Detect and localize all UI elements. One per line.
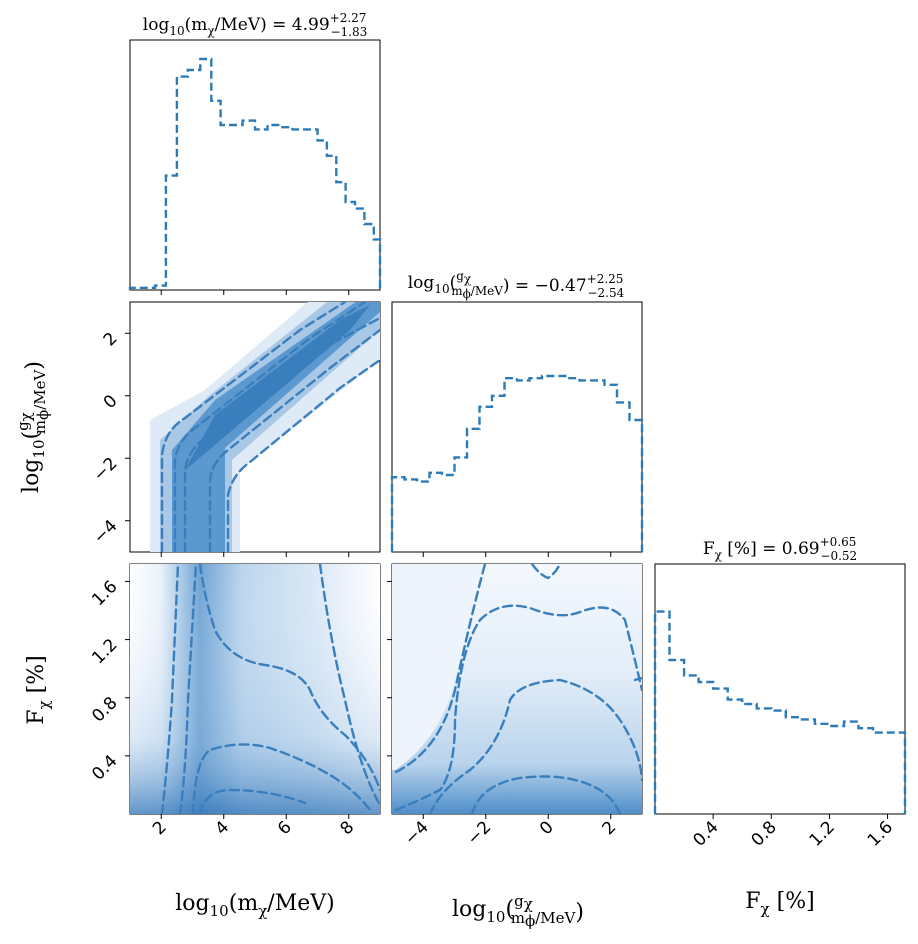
density-2d-gchi-vs-mchi <box>150 302 380 552</box>
contour-2d-21-3 <box>394 604 642 812</box>
title-mchi: log10(mχ/MeV) = 4.99+2.27 −1.83 <box>143 11 367 39</box>
contour-2d-21-6 <box>633 676 642 682</box>
density-band-inner <box>172 302 380 552</box>
histogram-step-F_chi <box>653 610 907 814</box>
scatter-region-21 <box>392 564 485 770</box>
contour-2d-20-4 <box>191 743 372 814</box>
ylabel-fchi: Fχ [%] <box>24 655 53 724</box>
contour-2d-20-5 <box>198 788 307 814</box>
panel-hist-fchi <box>654 563 906 815</box>
density-2d-fchi-vs-mchi <box>130 564 380 814</box>
ytick-label-2-1: 0.8 <box>88 693 121 726</box>
panel-2d-gchi-vs-mchi <box>129 301 381 553</box>
contour-2d-21-5 <box>470 775 622 814</box>
title-gchi: log10(gχ mϕ/MeV) = −0.47+2.25 −2.54 <box>408 269 625 301</box>
panel-hist-gchi <box>391 301 643 553</box>
xtick-label-1-0: −4 <box>401 817 433 849</box>
ylabel-gchi: log10(gχmϕ/MeV) <box>14 361 52 493</box>
histogram-gchi <box>390 374 644 552</box>
xtick-label-1-3: 2 <box>598 817 620 839</box>
xtick-label-1-1: −2 <box>463 817 495 849</box>
contour-2d-20-3 <box>198 564 380 792</box>
xlabel-gchi: log10(gχ mϕ/MeV) <box>452 892 584 930</box>
contour-2d-10-1 <box>160 302 347 552</box>
contour-2d-10-2 <box>173 302 367 552</box>
contour-2d-20-2 <box>178 564 198 814</box>
xtick-label-0-0: 2 <box>149 817 171 839</box>
xtick-label-2-2: 1.2 <box>806 817 839 850</box>
contour-2d-20-6 <box>318 564 380 807</box>
ytick-label-2-3: 1.6 <box>88 577 121 610</box>
xtick-label-2-3: 1.6 <box>864 817 897 850</box>
xlabel-fchi: Fχ [%] <box>745 889 814 918</box>
xtick-label-2-0: 0.4 <box>689 817 722 850</box>
ytick-label-2-2: 1.2 <box>88 635 121 668</box>
contour-2d-10-5 <box>226 358 380 552</box>
contour-2d-21-2 <box>530 564 562 580</box>
xtick-label-2-1: 0.8 <box>748 817 781 850</box>
contour-2d-10-4 <box>208 328 380 552</box>
contour-2d-20-1 <box>160 564 180 814</box>
xlabel-mchi: log10(mχ/MeV) <box>175 891 334 920</box>
density-band-core <box>185 305 370 470</box>
ytick-label-1-3: 2 <box>100 329 122 351</box>
histogram-fchi <box>653 610 907 814</box>
density-2d-fchi-vs-gchi <box>392 564 642 814</box>
ytick-label-1-1: −2 <box>90 454 122 486</box>
panel-hist-mchi <box>129 39 381 291</box>
contour-2d-21-4 <box>428 678 642 814</box>
title-fchi: Fχ [%] = 0.69+0.65 −0.52 <box>703 535 857 563</box>
xtick-label-1-2: 0 <box>536 817 558 839</box>
ytick-label-2-0: 0.4 <box>88 751 121 784</box>
ytick-label-1-2: 0 <box>100 391 122 413</box>
contour-2d-21-1 <box>394 564 487 774</box>
histogram-mchi <box>128 57 382 290</box>
contour-2d-10-3 <box>183 316 380 552</box>
histogram-step-log10_mchi <box>128 57 382 290</box>
xtick-label-0-2: 6 <box>274 817 296 839</box>
histogram-step-log10_gchi_over_mphi <box>390 374 644 552</box>
xtick-label-0-3: 8 <box>336 817 358 839</box>
ytick-label-1-0: −4 <box>90 516 122 548</box>
xtick-label-0-1: 4 <box>211 817 233 839</box>
